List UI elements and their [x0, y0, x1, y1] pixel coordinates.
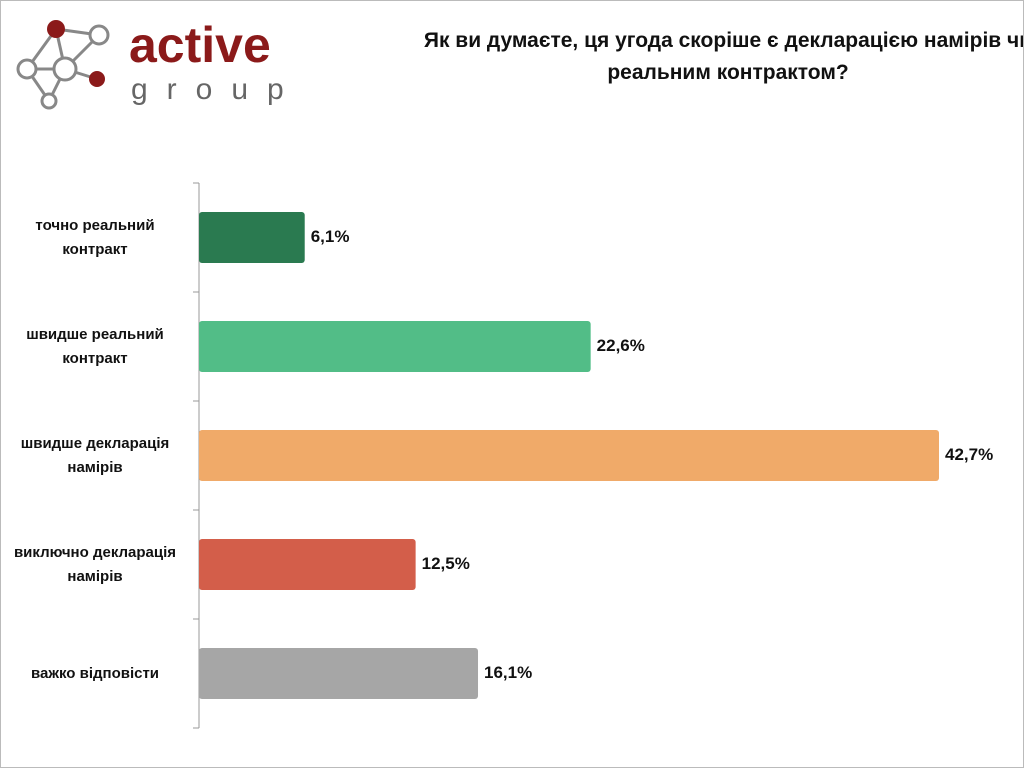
data-label: 22,6%: [597, 336, 645, 355]
category-label: точно реальний контракт: [35, 216, 155, 258]
data-label: 12,5%: [422, 554, 470, 573]
bar: [199, 539, 416, 590]
category-label: важко відповісти: [30, 664, 160, 682]
data-label: 6,1%: [311, 227, 350, 246]
logo-sub: group: [131, 73, 303, 106]
category-label: виключно декларація намірів: [13, 543, 177, 585]
bar: [199, 430, 939, 481]
bar: [199, 212, 305, 263]
bar: [199, 648, 479, 699]
logo: active group: [16, 17, 303, 110]
data-label: 42,7%: [945, 445, 993, 464]
logo-name: active: [129, 17, 271, 73]
category-label: швидше реальний контракт: [26, 325, 164, 367]
data-label: 16,1%: [484, 663, 532, 682]
chart-title: Як ви думаєте, ця угода скоріше є деклар…: [423, 29, 1024, 84]
bar: [199, 321, 591, 372]
category-label: швидше декларація намірів: [20, 434, 170, 476]
